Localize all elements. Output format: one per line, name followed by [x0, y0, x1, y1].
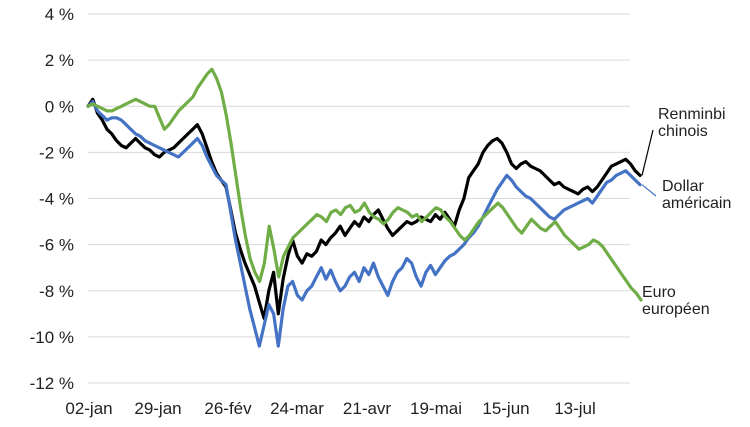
y-tick-label: -10 % [30, 328, 74, 347]
y-tick-label: -2 % [39, 143, 74, 162]
series-label-3-line-2: européen [642, 301, 710, 318]
y-tick-label: -8 % [39, 282, 74, 301]
series-line-3 [86, 67, 643, 302]
series-lines [86, 67, 643, 348]
x-tick-label: 26-fév [204, 399, 252, 418]
x-tick-label: 15-jun [482, 399, 529, 418]
y-tick-label: 2 % [45, 51, 74, 70]
y-tick-label: 0 % [45, 97, 74, 116]
y-tick-label: -6 % [39, 236, 74, 255]
series-line-1 [86, 97, 642, 320]
y-tick-label: 4 % [45, 5, 74, 24]
series-line-2 [86, 99, 642, 348]
x-tick-label: 02-jan [65, 399, 112, 418]
x-tick-label: 19-mai [410, 399, 462, 418]
x-tick-label: 13-jul [554, 399, 596, 418]
y-tick-label: -4 % [39, 190, 74, 209]
x-tick-label: 24-mar [270, 399, 324, 418]
series-label-2-line-2: américain [662, 195, 731, 212]
series-label-3-line-1: Euro [642, 284, 676, 301]
series-label-1-line-2: chinois [658, 123, 708, 140]
gridlines [88, 13, 630, 384]
x-tick-label: 29-jan [134, 399, 181, 418]
series-label-leader-1 [641, 129, 654, 176]
x-axis-ticks: 02-jan 29-jan 26-fév 24-mar 21-avr 19-mai 15-j… [65, 399, 595, 418]
y-tick-label: -12 % [30, 374, 74, 393]
series-label-1-line-1: Renminbi [658, 106, 726, 123]
y-axis-ticks: 4 % 2 % 0 % -2 % -4 % -6 % -8 % -10 % -12 % [30, 5, 74, 393]
series-label-leader-2 [641, 184, 657, 197]
x-tick-label: 21-avr [343, 399, 392, 418]
series-label-2-line-1: Dollar [662, 178, 704, 195]
